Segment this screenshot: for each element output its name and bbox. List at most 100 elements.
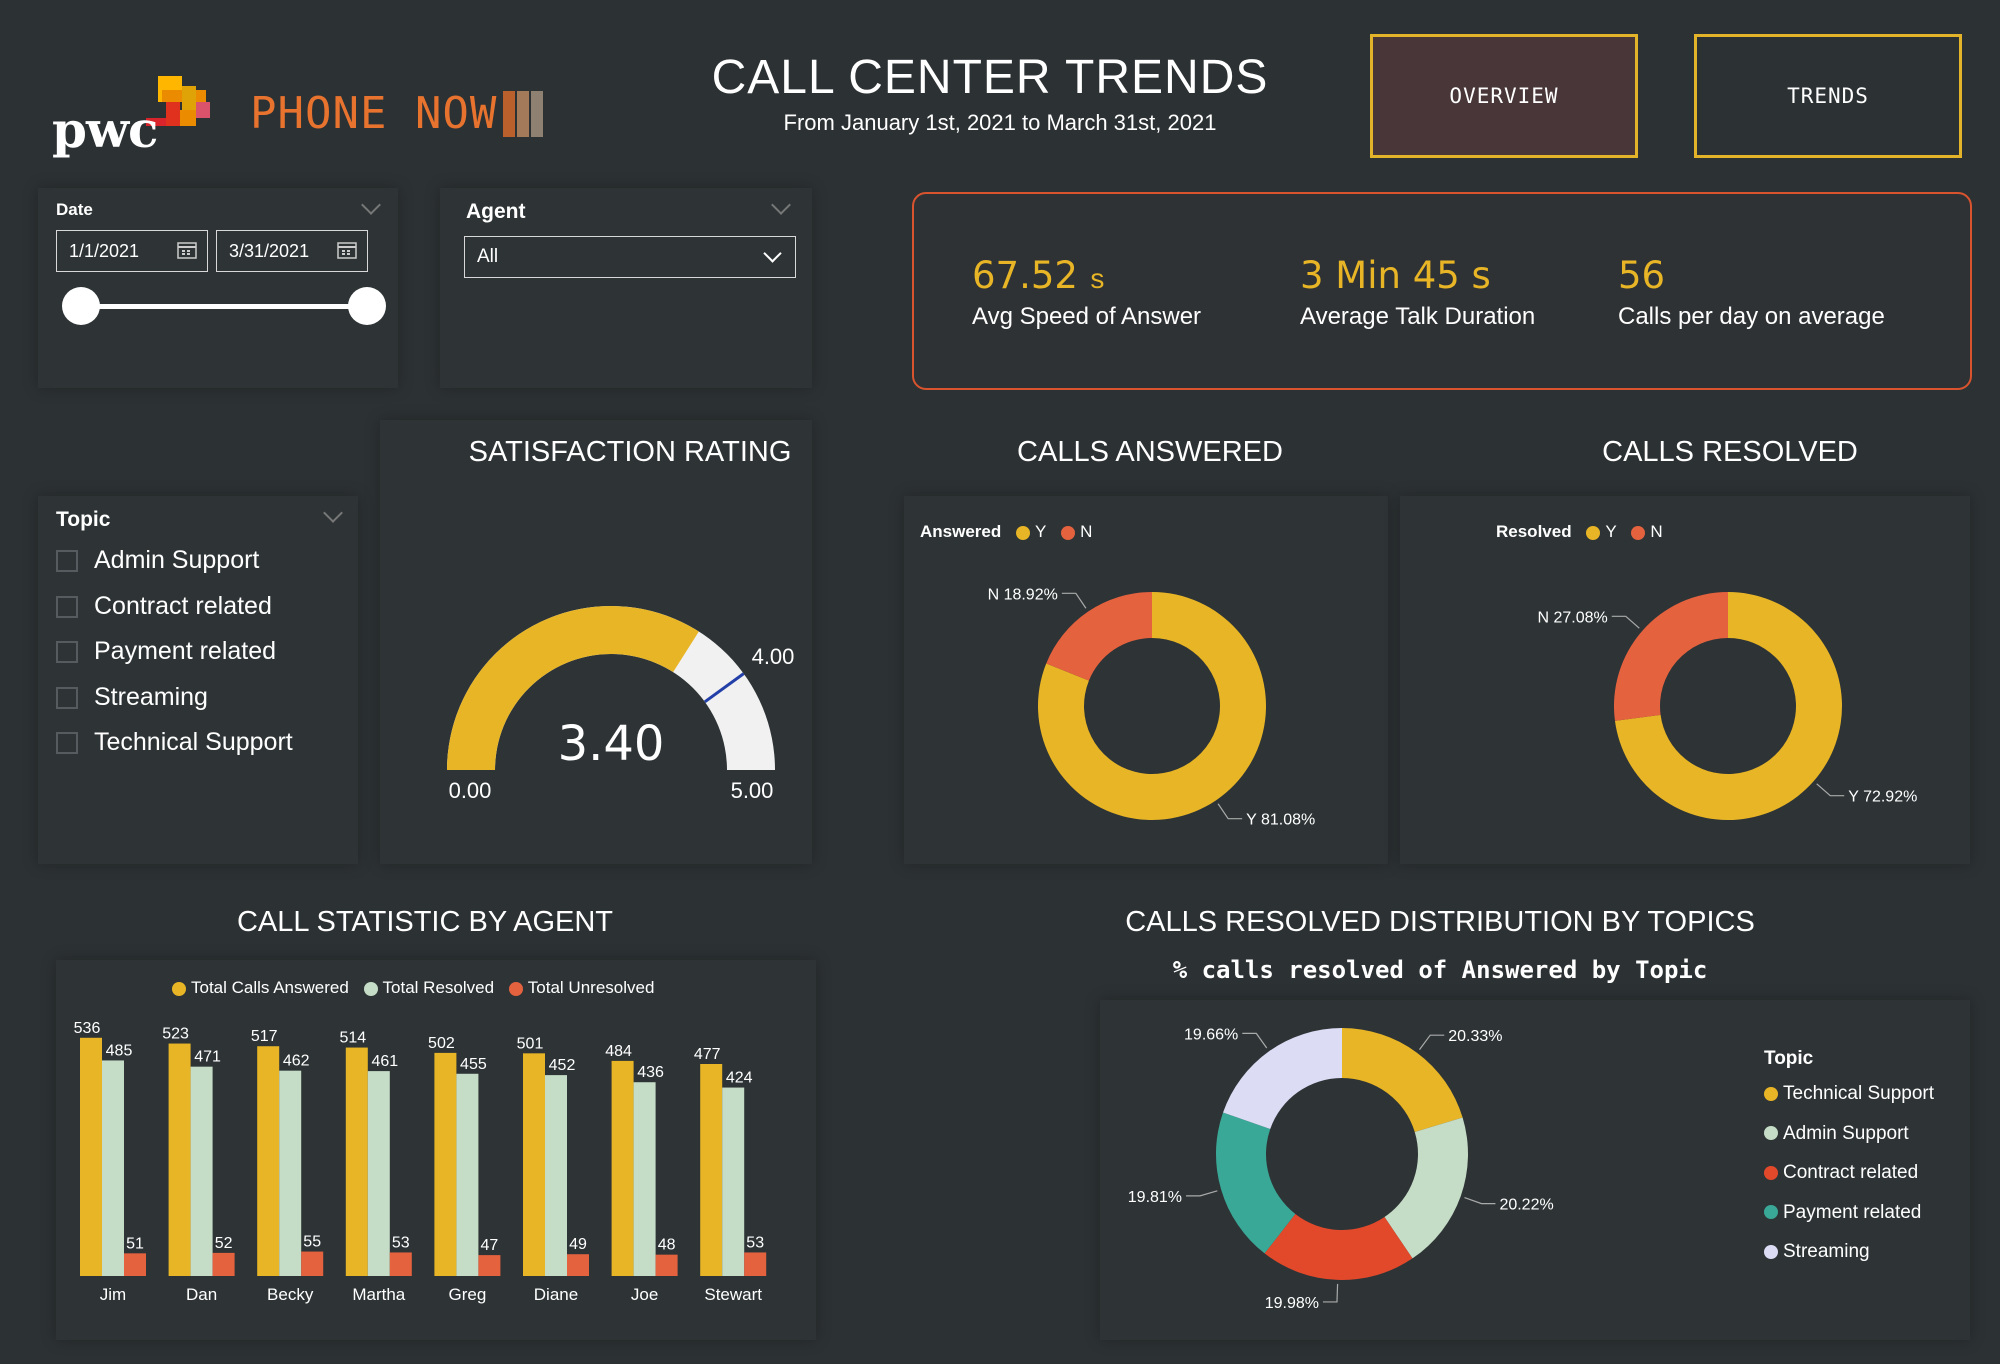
topic-option[interactable]: Payment related (56, 637, 276, 666)
brand-logo: PHONE NOW (250, 88, 553, 139)
topic-distribution-donut: 20.33% 20.22% 19.98% 19.81% 19.66% (1128, 1026, 1554, 1312)
checkbox[interactable] (56, 549, 78, 572)
bar-total-calls-answered[interactable] (345, 1047, 368, 1276)
bar-total-calls-answered[interactable] (168, 1043, 191, 1276)
legend-item: Admin Support (1764, 1114, 1934, 1154)
chevron-down-icon[interactable] (763, 244, 782, 263)
donut-leader-line (1186, 1190, 1218, 1197)
checkbox[interactable] (56, 640, 78, 663)
donut-slice-n[interactable] (1046, 592, 1152, 681)
legend-item: Contract related (1764, 1153, 1934, 1193)
checkbox[interactable] (56, 686, 78, 709)
kpi-avg-speed-unit: s (1090, 263, 1105, 294)
bar-total-resolved[interactable] (633, 1082, 656, 1276)
bar-total-calls-answered[interactable] (523, 1053, 545, 1276)
calls-answered-title: CALLS ANSWERED (1017, 436, 1283, 468)
donut-leader-line (1217, 803, 1243, 820)
bar-total-calls-answered[interactable] (434, 1052, 457, 1276)
agent-stats-bar-chart: 536 485 51 Jim 523 471 52 Dan 517 462 55 Becky 514 46… (74, 1020, 767, 1304)
date-start-input[interactable]: 1/1/2021 (56, 230, 208, 272)
bar-total-unresolved[interactable] (655, 1254, 678, 1276)
topic-collapse-chevron-icon[interactable] (323, 503, 343, 523)
bar-total-resolved[interactable] (545, 1075, 567, 1276)
topic-distribution-title: CALLS RESOLVED DISTRIBUTION BY TOPICS (1125, 906, 1755, 938)
gauge-value-label: 3.40 (558, 716, 665, 772)
bar-total-calls-answered[interactable] (80, 1037, 102, 1276)
trends-button[interactable]: TRENDS (1694, 34, 1962, 158)
date-collapse-chevron-icon[interactable] (361, 195, 381, 215)
bar-data-label: 477 (694, 1046, 721, 1063)
bar-total-resolved[interactable] (279, 1070, 302, 1276)
bar-total-unresolved[interactable] (567, 1254, 589, 1276)
bar-total-resolved[interactable] (190, 1066, 213, 1276)
donut-leader-line (1419, 1034, 1445, 1050)
agent-stats-legend: Total Calls Answered Total Resolved Tota… (172, 978, 654, 998)
bar-total-calls-answered[interactable] (611, 1060, 634, 1276)
bar-total-resolved[interactable] (456, 1073, 479, 1276)
topic-option[interactable]: Technical Support (56, 728, 293, 757)
legend-item: Streaming (1764, 1232, 1934, 1272)
bar-total-calls-answered[interactable] (257, 1046, 280, 1276)
legend-item: Payment related (1764, 1193, 1934, 1233)
kpi-calls-per-day: 56 Calls per day on average (1618, 254, 1885, 331)
x-tick-label: Greg (449, 1285, 487, 1304)
agent-dropdown[interactable]: All (464, 236, 796, 278)
donut-slice-streaming[interactable] (1223, 1028, 1342, 1129)
agent-collapse-chevron-icon[interactable] (771, 195, 791, 215)
date-range-track[interactable] (80, 304, 366, 309)
date-end-input[interactable]: 3/31/2021 (216, 230, 368, 272)
donut-slice-technical-support[interactable] (1342, 1028, 1463, 1133)
bar-data-label: 436 (637, 1064, 664, 1081)
calendar-icon[interactable] (337, 241, 357, 259)
legend-dot-icon (1764, 1244, 1778, 1259)
calls-answered-legend: Answered Y N (920, 522, 1092, 542)
bar-data-label: 48 (658, 1237, 676, 1254)
topic-option[interactable]: Contract related (56, 592, 272, 621)
bar-total-unresolved[interactable] (478, 1255, 501, 1276)
bar-data-label: 501 (517, 1035, 544, 1052)
date-range-end-handle[interactable] (348, 287, 386, 325)
date-range-start-handle[interactable] (62, 287, 100, 325)
bar-data-label: 536 (74, 1020, 101, 1037)
satisfaction-gauge: 3.40 0.00 5.00 4.00 (447, 606, 794, 803)
topic-option[interactable]: Admin Support (56, 546, 259, 575)
donut-data-label: Y 72.92% (1848, 789, 1917, 806)
donut-data-label: N 27.08% (1537, 609, 1607, 626)
topic-option-label: Streaming (94, 683, 208, 711)
legend-item-label: Contract related (1783, 1162, 1919, 1183)
calendar-icon[interactable] (177, 241, 197, 259)
legend-item: Technical Support (1764, 1074, 1934, 1114)
topic-option[interactable]: Streaming (56, 683, 208, 712)
page-subtitle: From January 1st, 2021 to March 31st, 20… (783, 110, 1217, 135)
x-tick-label: Dan (186, 1285, 217, 1304)
bar-total-unresolved[interactable] (212, 1252, 235, 1276)
donut-slice-n[interactable] (1614, 592, 1728, 721)
donut-slice-y[interactable] (1614, 592, 1842, 820)
bar-data-label: 461 (371, 1053, 398, 1070)
bar-total-unresolved[interactable] (744, 1252, 767, 1276)
legend-dot-icon (1764, 1165, 1778, 1180)
legend-dot-icon (172, 981, 186, 996)
overview-button[interactable]: OVERVIEW (1370, 34, 1638, 158)
donut-slice-contract-related[interactable] (1264, 1213, 1413, 1280)
bar-total-calls-answered[interactable] (700, 1064, 723, 1276)
satisfaction-title: SATISFACTION RATING (468, 436, 792, 468)
donut-data-label: 19.98% (1265, 1295, 1319, 1312)
checkbox[interactable] (56, 731, 78, 754)
donut-slice-admin-support[interactable] (1384, 1117, 1468, 1259)
bar-total-resolved[interactable] (102, 1060, 124, 1276)
bar-total-unresolved[interactable] (389, 1252, 412, 1276)
donut-data-label: N 18.92% (988, 586, 1058, 603)
bar-total-resolved[interactable] (722, 1087, 745, 1276)
pwc-logo: pwc (50, 38, 220, 159)
donut-slice-y[interactable] (1038, 592, 1266, 820)
agent-slicer: Agent All (440, 188, 812, 388)
bar-total-resolved[interactable] (367, 1071, 390, 1276)
bar-total-unresolved[interactable] (301, 1251, 324, 1276)
donut-slice-payment-related[interactable] (1216, 1112, 1296, 1254)
bar-data-label: 523 (162, 1026, 189, 1043)
legend-item: Y (1605, 522, 1617, 541)
bar-total-unresolved[interactable] (124, 1253, 146, 1276)
checkbox[interactable] (56, 595, 78, 618)
topic-distribution-subtitle: % calls resolved of Answered by Topic (1172, 956, 1708, 984)
